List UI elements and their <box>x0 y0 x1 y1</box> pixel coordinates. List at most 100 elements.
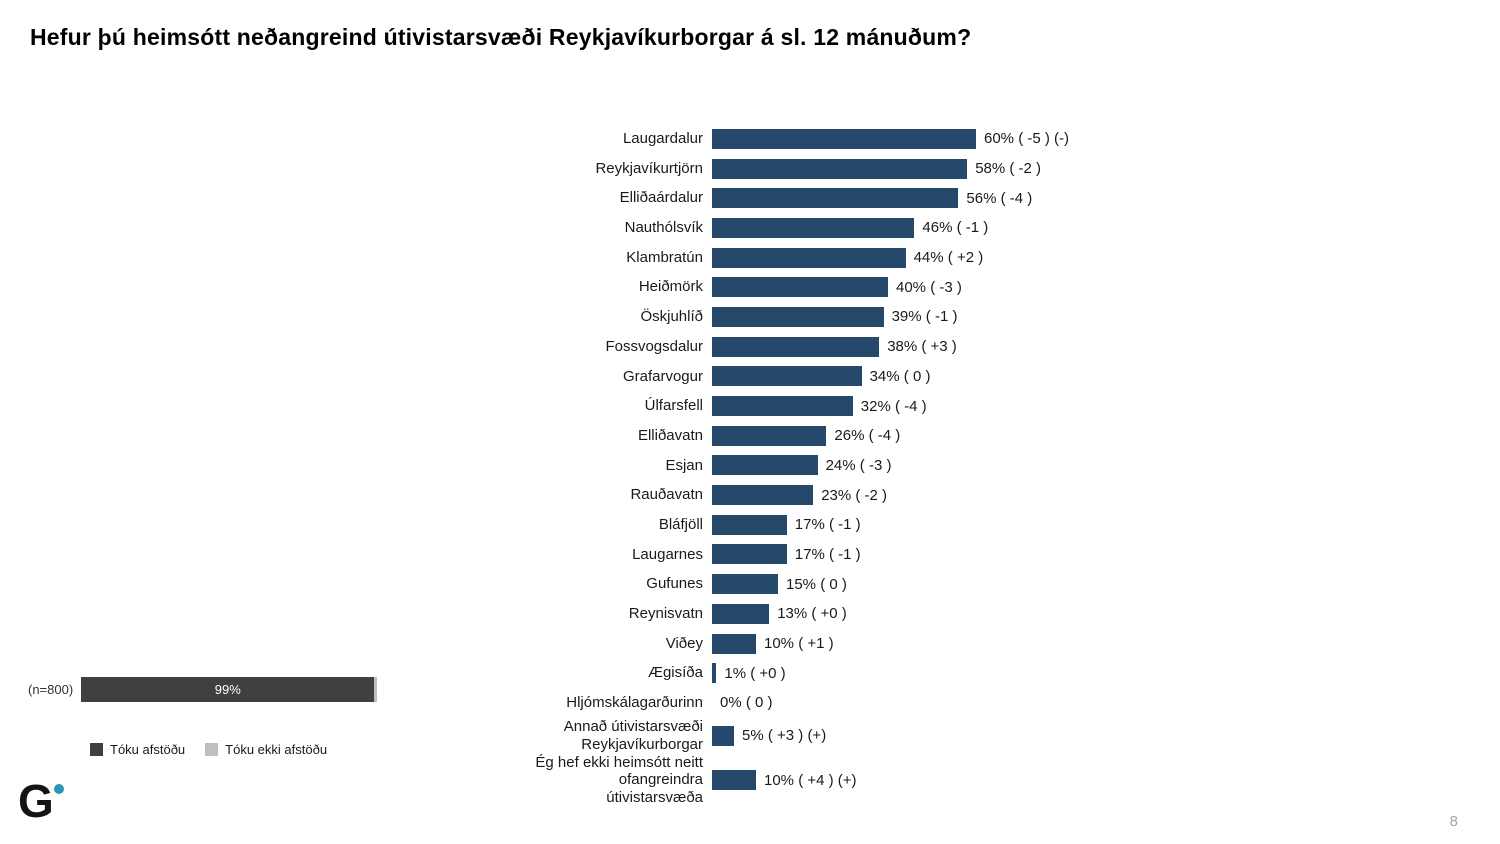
bar <box>712 277 888 298</box>
bar-area: 39% ( -1 ) <box>712 306 958 327</box>
bar <box>712 725 734 746</box>
bar-row: Rauðavatn 23% ( -2 ) <box>518 480 1069 510</box>
page-number: 8 <box>1449 813 1458 830</box>
legend-item-took-stance: Tóku afstöðu <box>90 742 185 757</box>
bar <box>712 188 959 209</box>
bar <box>712 663 717 684</box>
bar-row: Annað útivistarsvæði Reykjavíkurborgar 5%… <box>518 718 1069 754</box>
category-label: Elliðavatn <box>637 426 703 444</box>
bar-area: 58% ( -2 ) <box>712 158 1042 179</box>
bar <box>712 217 915 238</box>
bar-row: Laugardalur 60% ( -5 ) (-) <box>518 124 1069 154</box>
bar <box>712 455 818 476</box>
category-label: Annað útivistarsvæði Reykjavíkurborgar <box>563 718 703 753</box>
value-label: 40% ( -3 ) <box>896 278 962 296</box>
legend-item-no-stance: Tóku ekki afstöðu <box>205 742 327 757</box>
value-label: 17% ( -1 ) <box>794 516 861 534</box>
category-label: Laugarnes <box>632 545 703 563</box>
value-label: 58% ( -2 ) <box>975 160 1042 178</box>
value-label: 38% ( +3 ) <box>887 338 957 356</box>
value-label: 44% ( +2 ) <box>913 249 984 267</box>
bar-row: Reynisvatn 13% ( +0 ) <box>518 599 1069 629</box>
bar <box>712 396 853 417</box>
bar-area: 40% ( -3 ) <box>712 277 962 298</box>
category-label: Úlfarsfell <box>644 397 703 415</box>
bar-area: 46% ( -1 ) <box>712 217 988 238</box>
bar-row: Öskjuhlíð 39% ( -1 ) <box>518 302 1069 332</box>
value-label: 24% ( -3 ) <box>825 456 892 474</box>
gallup-logo-dot <box>54 784 64 794</box>
value-label: 1% ( +0 ) <box>724 664 786 682</box>
gallup-logo-letter: G <box>18 775 54 827</box>
value-label: 10% ( +4 ) (+) <box>764 771 857 789</box>
category-label: Reynisvatn <box>628 605 703 622</box>
value-label: 17% ( -1 ) <box>794 545 861 563</box>
bar-area: 32% ( -4 ) <box>712 396 927 417</box>
bar-row: Fossvogsdalur 38% ( +3 ) <box>518 332 1069 362</box>
bar-area: 0% ( 0 ) <box>712 693 773 713</box>
bar-area: 38% ( +3 ) <box>712 336 957 357</box>
bar <box>712 128 976 149</box>
bar-row: Klambratún 44% ( +2 ) <box>518 243 1069 273</box>
response-rate-row: (n=800) 99% <box>28 677 378 702</box>
no-stance-segment <box>374 677 378 702</box>
bar <box>712 770 756 791</box>
value-label: 0% ( 0 ) <box>720 694 773 712</box>
bar <box>712 514 787 535</box>
bar <box>712 247 906 268</box>
bar-row: Grafarvogur 34% ( 0 ) <box>518 362 1069 392</box>
no-stance-label: Tóku ekki afstöðu <box>225 742 328 757</box>
bar-area: 10% ( +4 ) (+) <box>712 770 857 791</box>
category-label: Öskjuhlíð <box>640 308 703 326</box>
category-label: Ægisíða <box>647 664 703 682</box>
gallup-logo: G <box>18 778 78 828</box>
bar <box>712 485 814 506</box>
took-stance-segment: 99% <box>81 677 375 702</box>
category-label: Gufunes <box>646 575 703 593</box>
bar-row: Viðey 10% ( +1 ) <box>518 629 1069 659</box>
bar-row: Reykjavíkurtjörn 58% ( -2 ) <box>518 154 1069 184</box>
bar <box>712 366 862 387</box>
value-label: 56% ( -4 ) <box>966 189 1033 207</box>
bar-area: 60% ( -5 ) (-) <box>712 128 1069 149</box>
bar-area: 56% ( -4 ) <box>712 188 1033 209</box>
category-label: Esjan <box>665 456 703 474</box>
bar <box>712 306 884 327</box>
category-label: Fossvogsdalur <box>605 337 703 355</box>
category-label: Rauðavatn <box>630 486 703 504</box>
value-label: 39% ( -1 ) <box>891 308 958 326</box>
bar-row: Úlfarsfell 32% ( -4 ) <box>518 391 1069 421</box>
bar <box>712 603 770 624</box>
category-label: Ég hef ekki heimsótt neitt ofangreindra … <box>535 753 703 807</box>
category-label: Viðey <box>665 634 703 652</box>
category-label: Reykjavíkurtjörn <box>595 159 703 177</box>
response-stacked-bar: 99% <box>81 677 378 702</box>
bar-row: Gufunes 15% ( 0 ) <box>518 569 1069 599</box>
took-stance-swatch <box>90 743 103 756</box>
category-label: Laugardalur <box>622 130 703 147</box>
sample-size-label: (n=800) <box>28 682 74 697</box>
bar-row: Esjan 24% ( -3 ) <box>518 451 1069 481</box>
bar <box>712 336 880 357</box>
category-label: Nauthólsvík <box>624 219 703 237</box>
category-label: Grafarvogur <box>622 367 703 385</box>
bar-row: Heiðmörk 40% ( -3 ) <box>518 272 1069 302</box>
bar <box>712 158 968 179</box>
value-label: 13% ( +0 ) <box>777 605 847 623</box>
bar <box>712 425 827 446</box>
bar-area: 17% ( -1 ) <box>712 544 861 565</box>
bar <box>712 544 787 565</box>
bar-area: 24% ( -3 ) <box>712 455 892 476</box>
bar-row: Laugarnes 17% ( -1 ) <box>518 540 1069 570</box>
visits-bar-chart: Laugardalur 60% ( -5 ) (-) Reykjavíkurtjör… <box>518 124 1069 807</box>
bar <box>712 633 756 654</box>
bar-area: 10% ( +1 ) <box>712 633 834 654</box>
took-stance-label: Tóku afstöðu <box>110 742 186 757</box>
no-stance-swatch <box>205 743 219 756</box>
value-label: 26% ( -4 ) <box>834 427 901 445</box>
value-label: 32% ( -4 ) <box>860 397 927 415</box>
bar-area: 23% ( -2 ) <box>712 485 888 506</box>
bar-row: Nauthólsvík 46% ( -1 ) <box>518 213 1069 243</box>
value-label: 23% ( -2 ) <box>821 486 888 504</box>
page-title: Hefur þú heimsótt neðangreind útivistars… <box>30 24 972 50</box>
